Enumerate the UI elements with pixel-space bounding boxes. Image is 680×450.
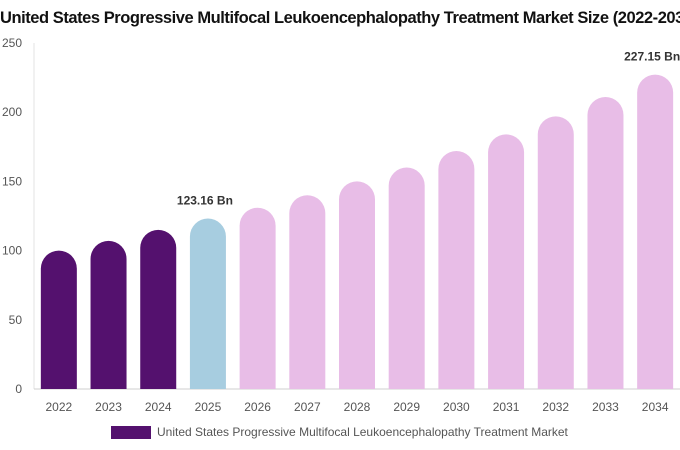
bar-2033 bbox=[587, 96, 624, 389]
x-tick-label: 2031 bbox=[493, 400, 520, 414]
x-tick-label: 2024 bbox=[145, 400, 172, 414]
x-tick-label: 2032 bbox=[542, 400, 569, 414]
chart-title: United States Progressive Multifocal Leu… bbox=[0, 9, 680, 27]
bar-2029 bbox=[388, 167, 425, 389]
chart-legend: United States Progressive Multifocal Leu… bbox=[111, 425, 568, 439]
x-tick-label: 2030 bbox=[443, 400, 470, 414]
x-tick-label: 2022 bbox=[45, 400, 72, 414]
data-label: 227.15 Bn bbox=[624, 50, 680, 64]
y-tick-label: 50 bbox=[9, 313, 23, 327]
y-tick-label: 150 bbox=[2, 174, 22, 188]
y-tick-label: 100 bbox=[2, 244, 22, 258]
bar-2026 bbox=[239, 207, 276, 389]
bar-2023 bbox=[90, 240, 127, 389]
bar-2024 bbox=[140, 229, 177, 389]
x-tick-label: 2023 bbox=[95, 400, 122, 414]
x-tick-label: 2034 bbox=[642, 400, 669, 414]
x-tick-label: 2033 bbox=[592, 400, 619, 414]
bar-2022 bbox=[40, 250, 77, 389]
bar-2031 bbox=[488, 134, 525, 389]
bar-2028 bbox=[339, 181, 375, 389]
x-tick-label: 2026 bbox=[244, 400, 271, 414]
legend-swatch bbox=[111, 425, 151, 439]
bar-2027 bbox=[289, 195, 326, 389]
y-tick-label: 250 bbox=[2, 36, 22, 50]
bar-2034 bbox=[637, 74, 674, 390]
x-tick-label: 2029 bbox=[393, 400, 420, 414]
data-label: 123.16 Bn bbox=[177, 194, 233, 208]
x-tick-label: 2027 bbox=[294, 400, 321, 414]
y-tick-label: 200 bbox=[2, 105, 22, 119]
bar-2025 bbox=[189, 218, 226, 389]
x-tick-label: 2028 bbox=[344, 400, 371, 414]
y-tick-label: 0 bbox=[15, 382, 22, 396]
legend-label: United States Progressive Multifocal Leu… bbox=[157, 425, 568, 439]
x-tick-label: 2025 bbox=[195, 400, 222, 414]
bar-2032 bbox=[537, 116, 574, 390]
bar-2030 bbox=[438, 150, 475, 389]
